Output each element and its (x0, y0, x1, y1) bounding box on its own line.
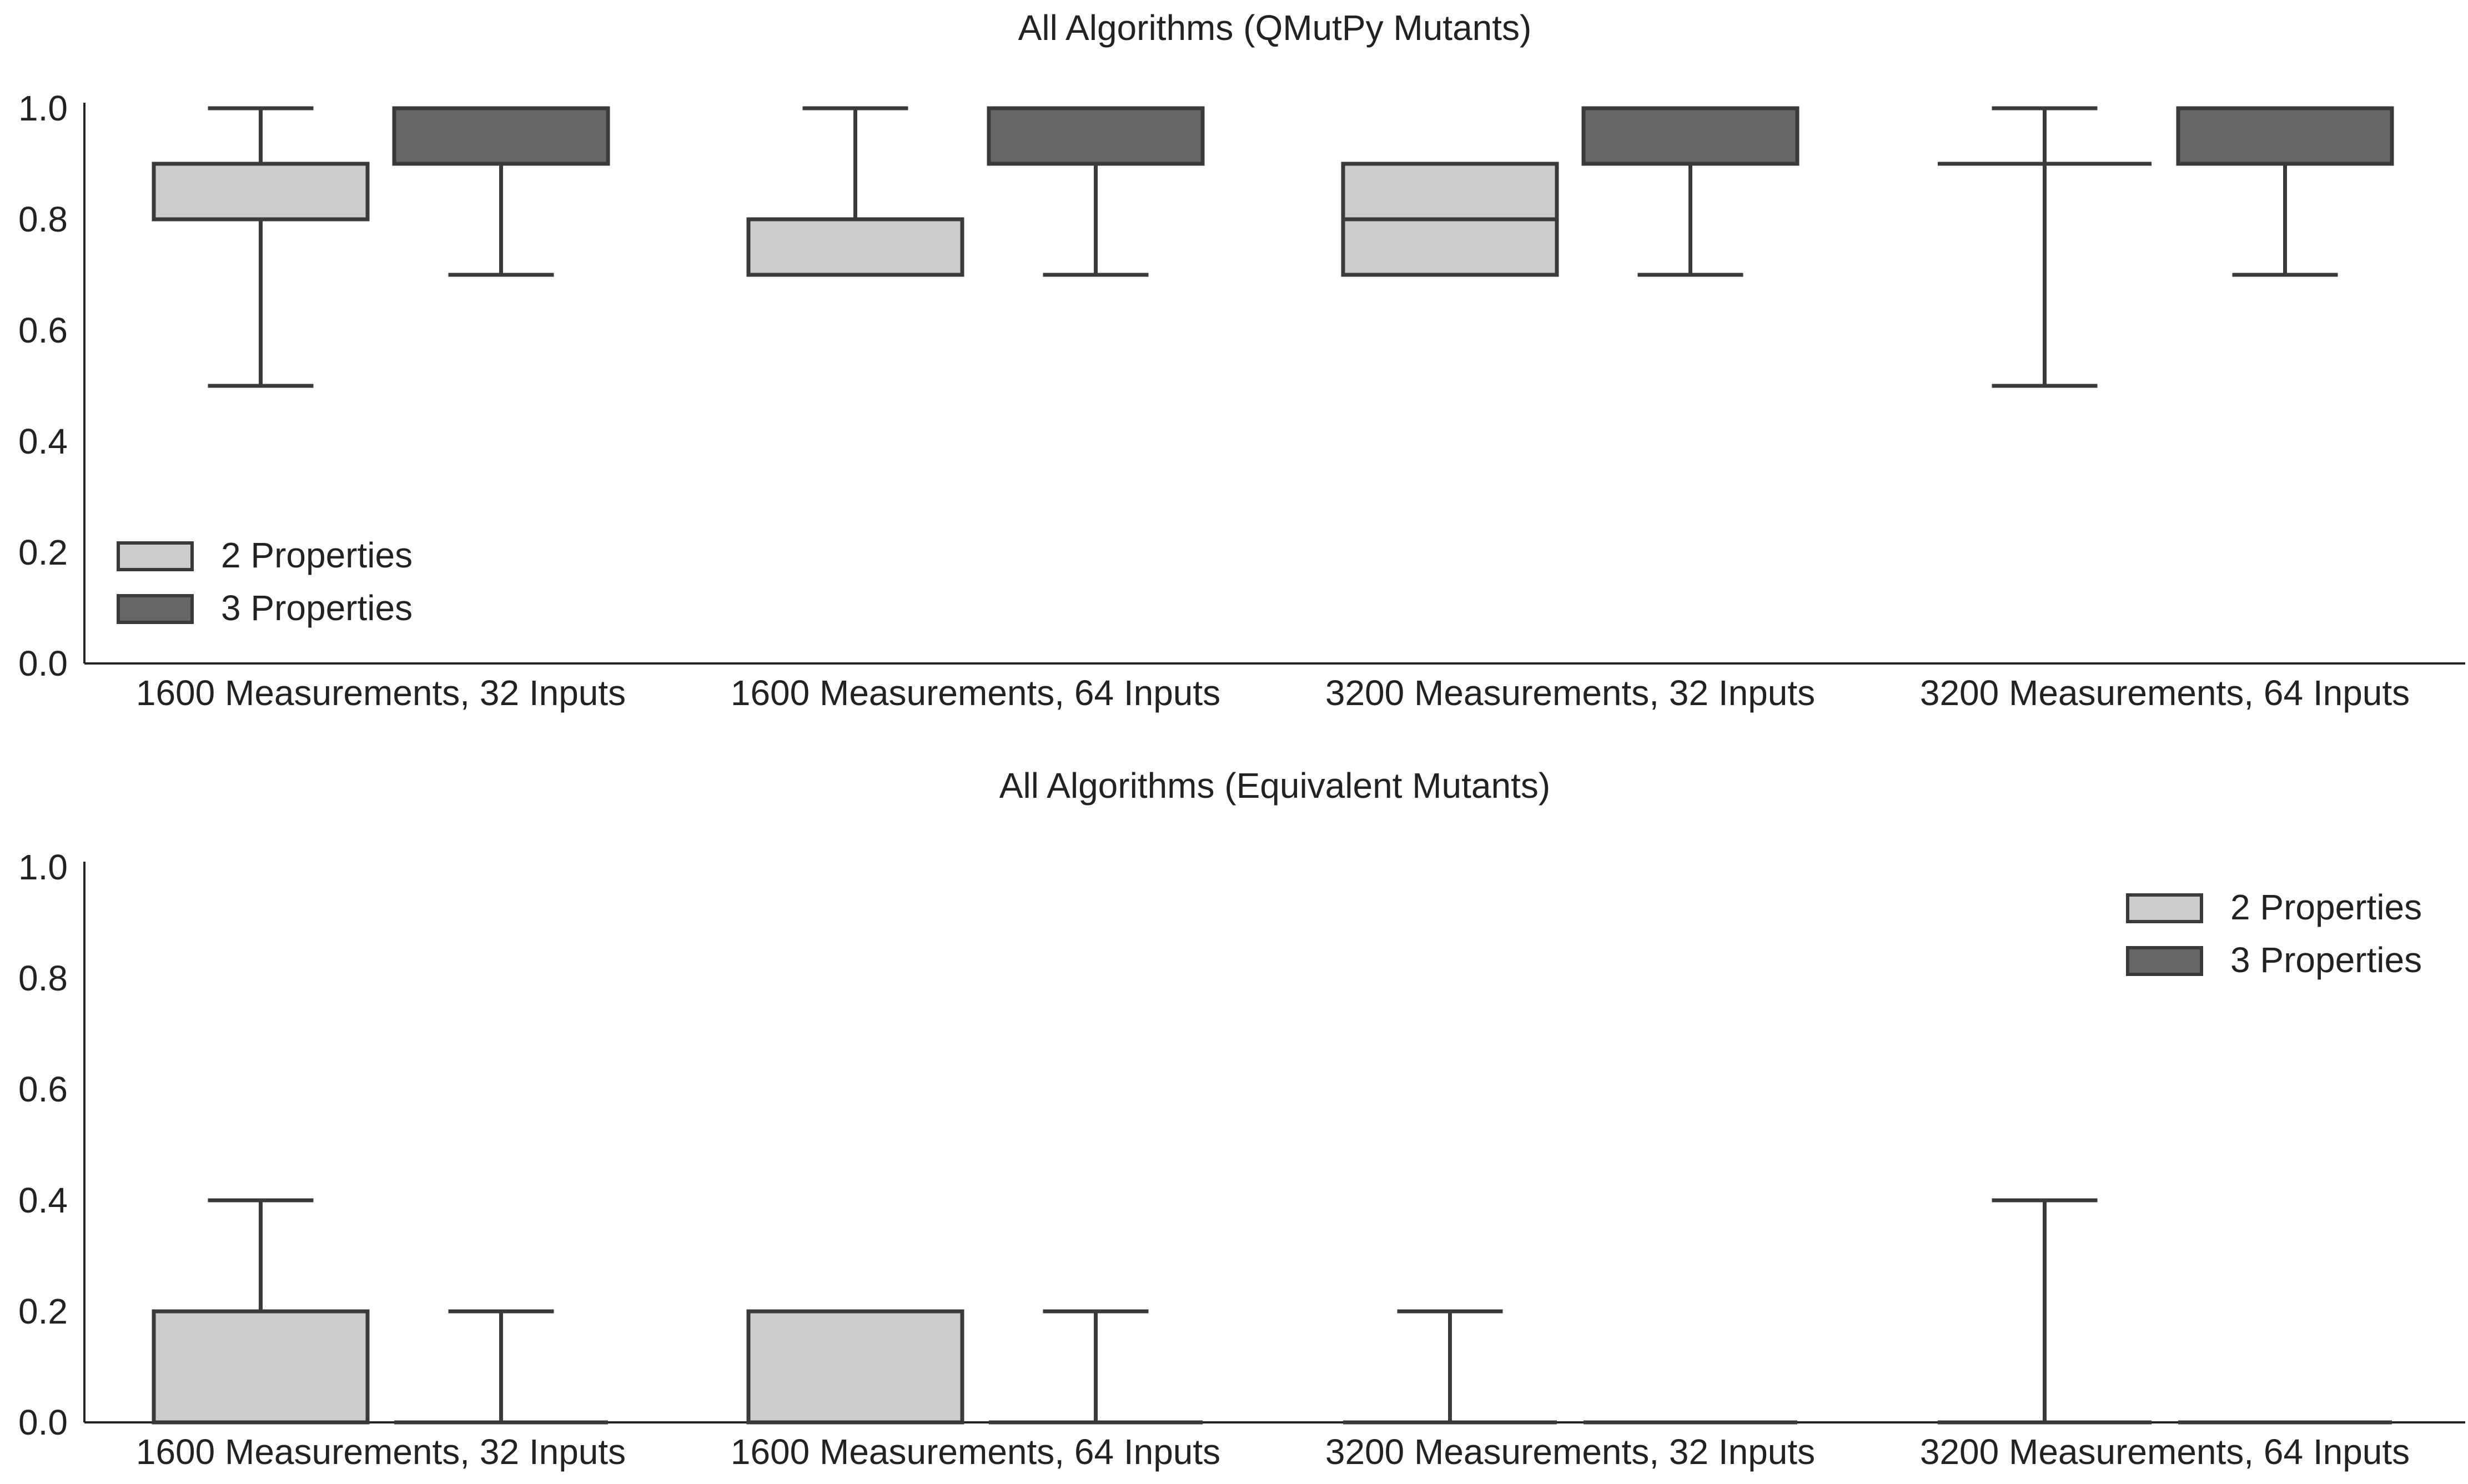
bottom-chart-title: All Algorithms (Equivalent Mutants) (999, 766, 1550, 806)
legend-label-three-properties: 3 Properties (221, 588, 413, 628)
box-body (987, 106, 1205, 166)
top-box-two-properties (746, 106, 964, 277)
top-y-tick-label: 0.2 (18, 532, 68, 572)
bottom-box-plot-panel: All Algorithms (Equivalent Mutants) 0.0 0.… (18, 766, 2465, 1472)
bottom-box-two-properties (746, 1309, 964, 1425)
legend-swatch-three-properties (117, 594, 194, 624)
top-chart-title: All Algorithms (QMutPy Mutants) (1018, 8, 1532, 48)
bottom-y-tick-label: 0.8 (18, 958, 68, 998)
top-y-tick-label: 0.4 (18, 421, 68, 461)
top-box-three-properties (987, 106, 1205, 277)
box-body (392, 106, 610, 166)
bottom-y-tick-label: 1.0 (18, 847, 68, 887)
top-box-two-properties (1938, 106, 2152, 388)
bottom-box-two-properties (152, 1198, 370, 1425)
top-box-plot-panel: All Algorithms (QMutPy Mutants) 0.0 0.2 0.4… (18, 8, 2465, 713)
box-body (152, 162, 370, 222)
bottom-box-three-properties (394, 1309, 608, 1425)
bottom-box-three-properties (989, 1309, 1203, 1425)
bottom-legend: 2 Properties 3 Properties (2126, 887, 2422, 980)
box-body (746, 217, 964, 277)
box-body (152, 1309, 370, 1425)
bottom-x-tick-label: 1600 Measurements, 32 Inputs (136, 1432, 626, 1472)
legend-label-three-properties: 3 Properties (2230, 940, 2422, 980)
top-y-tick-label: 0.6 (18, 310, 68, 350)
top-x-tick-label: 1600 Measurements, 64 Inputs (731, 673, 1220, 713)
top-box-three-properties (2176, 106, 2394, 277)
box-body (2176, 106, 2394, 166)
bottom-box-two-properties (1938, 1198, 2152, 1425)
top-box-three-properties (1581, 106, 1800, 277)
top-box-two-properties (1341, 162, 1559, 277)
box-body (1581, 106, 1800, 166)
legend-swatch-two-properties (117, 541, 194, 571)
top-box-three-properties (392, 106, 610, 277)
bottom-y-tick-label: 0.4 (18, 1180, 68, 1220)
top-y-tick-label: 1.0 (18, 88, 68, 128)
top-y-tick-label: 0.8 (18, 199, 68, 239)
top-y-tick-label: 0.0 (18, 643, 68, 683)
top-legend: 2 Properties 3 Properties (117, 535, 413, 628)
top-x-tick-label: 3200 Measurements, 64 Inputs (1920, 673, 2410, 713)
top-x-tick-label: 1600 Measurements, 32 Inputs (136, 673, 626, 713)
top-x-tick-label: 3200 Measurements, 32 Inputs (1325, 673, 1815, 713)
bottom-y-tick-label: 0.0 (18, 1402, 68, 1442)
bottom-x-tick-label: 3200 Measurements, 64 Inputs (1920, 1432, 2410, 1472)
legend-swatch-three-properties (2126, 946, 2203, 976)
legend-label-two-properties: 2 Properties (2230, 887, 2422, 927)
legend-label-two-properties: 2 Properties (221, 535, 413, 575)
legend-swatch-two-properties (2126, 893, 2203, 923)
bottom-y-tick-label: 0.6 (18, 1069, 68, 1109)
bottom-y-tick-label: 0.2 (18, 1291, 68, 1331)
bottom-x-tick-label: 1600 Measurements, 64 Inputs (731, 1432, 1220, 1472)
top-box-two-properties (152, 106, 370, 388)
bottom-x-tick-label: 3200 Measurements, 32 Inputs (1325, 1432, 1815, 1472)
box-body (746, 1309, 964, 1425)
bottom-box-two-properties (1343, 1309, 1557, 1425)
